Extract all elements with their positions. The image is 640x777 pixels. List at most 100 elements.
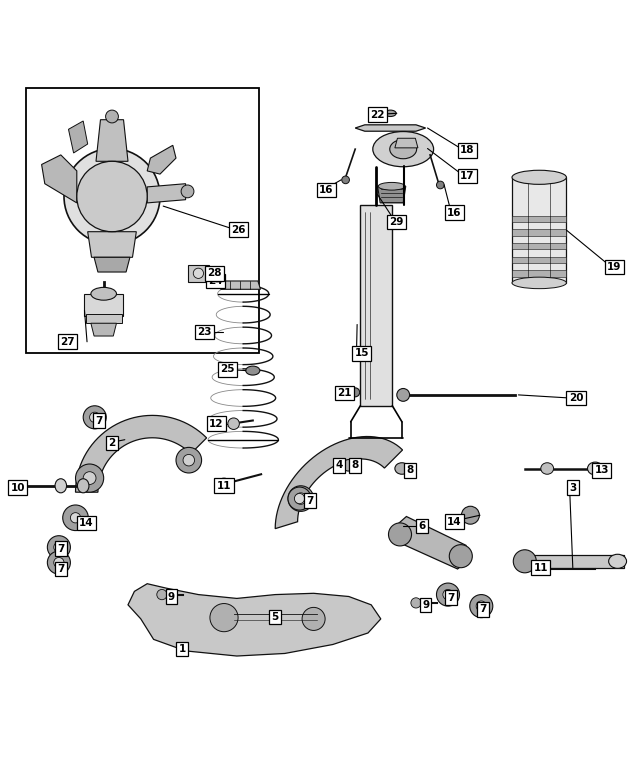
Polygon shape [96,120,128,162]
Polygon shape [395,138,418,148]
Circle shape [397,388,410,401]
Circle shape [513,550,536,573]
Bar [512,256,566,263]
Text: 7: 7 [57,543,65,553]
Bar [512,216,566,222]
Text: 18: 18 [460,145,474,155]
Ellipse shape [77,479,89,493]
Polygon shape [128,584,381,656]
Polygon shape [68,121,88,153]
Circle shape [183,455,195,466]
Circle shape [76,464,104,492]
Text: 6: 6 [419,521,426,531]
Text: 13: 13 [595,465,609,476]
Bar [84,294,123,315]
Polygon shape [355,125,426,131]
Circle shape [288,486,314,511]
Circle shape [83,406,106,429]
Text: 14: 14 [447,517,461,527]
Text: 2: 2 [108,438,116,448]
Text: 7: 7 [95,416,103,426]
Circle shape [218,478,230,491]
Circle shape [47,535,70,559]
Polygon shape [42,155,77,203]
Ellipse shape [541,463,554,474]
Text: 21: 21 [337,388,351,398]
Text: 22: 22 [371,110,385,120]
Circle shape [90,412,100,423]
Text: 9: 9 [168,591,175,601]
Polygon shape [518,555,624,568]
Ellipse shape [55,479,67,493]
Ellipse shape [609,554,627,568]
Polygon shape [378,186,406,203]
Text: 7: 7 [447,593,455,603]
Circle shape [193,268,204,278]
Text: 7: 7 [307,496,314,506]
Circle shape [77,162,147,232]
Text: 5: 5 [271,612,279,622]
Text: 10: 10 [11,483,25,493]
Polygon shape [147,183,186,203]
Ellipse shape [372,131,434,167]
Circle shape [436,181,444,189]
Text: 25: 25 [220,364,234,375]
Text: 23: 23 [198,327,212,337]
Polygon shape [76,416,207,492]
Circle shape [411,598,421,608]
Bar [512,177,566,283]
Circle shape [449,545,472,568]
Text: 20: 20 [569,393,583,403]
Text: 11: 11 [217,481,231,491]
Ellipse shape [246,366,260,375]
Polygon shape [396,517,470,569]
Text: 27: 27 [60,336,74,347]
Bar [512,270,566,277]
Circle shape [70,513,81,523]
Text: 11: 11 [534,563,548,573]
Circle shape [176,448,202,473]
Text: 12: 12 [209,419,223,429]
Text: 17: 17 [460,171,474,181]
Text: 28: 28 [207,268,221,278]
Circle shape [228,418,239,430]
Text: 1: 1 [179,644,186,654]
Polygon shape [218,281,260,289]
Bar [512,243,566,249]
Text: 29: 29 [390,217,404,227]
Circle shape [83,472,96,485]
Circle shape [436,583,460,606]
Circle shape [470,594,493,618]
Ellipse shape [385,110,396,117]
Polygon shape [275,437,403,528]
Circle shape [302,608,325,630]
Text: 14: 14 [79,518,93,528]
Circle shape [47,551,70,574]
Text: 7: 7 [57,564,65,574]
Circle shape [476,601,486,611]
Ellipse shape [91,287,116,300]
Circle shape [388,523,412,546]
Text: 24: 24 [209,276,223,286]
Text: 4: 4 [335,460,343,470]
Bar [86,314,122,323]
Ellipse shape [342,459,356,471]
Circle shape [106,110,118,123]
Circle shape [63,505,88,531]
Polygon shape [94,257,130,272]
Polygon shape [147,145,176,174]
Ellipse shape [395,463,409,474]
Bar [360,205,392,406]
Circle shape [54,557,64,568]
Circle shape [181,185,194,198]
Text: 3: 3 [569,483,577,493]
Text: 15: 15 [355,348,369,358]
Bar [26,88,259,354]
Circle shape [54,542,64,552]
Circle shape [295,493,307,504]
Circle shape [443,590,453,600]
Circle shape [210,604,238,632]
Circle shape [64,148,160,245]
Text: 16: 16 [447,207,461,218]
Text: 8: 8 [406,465,413,476]
